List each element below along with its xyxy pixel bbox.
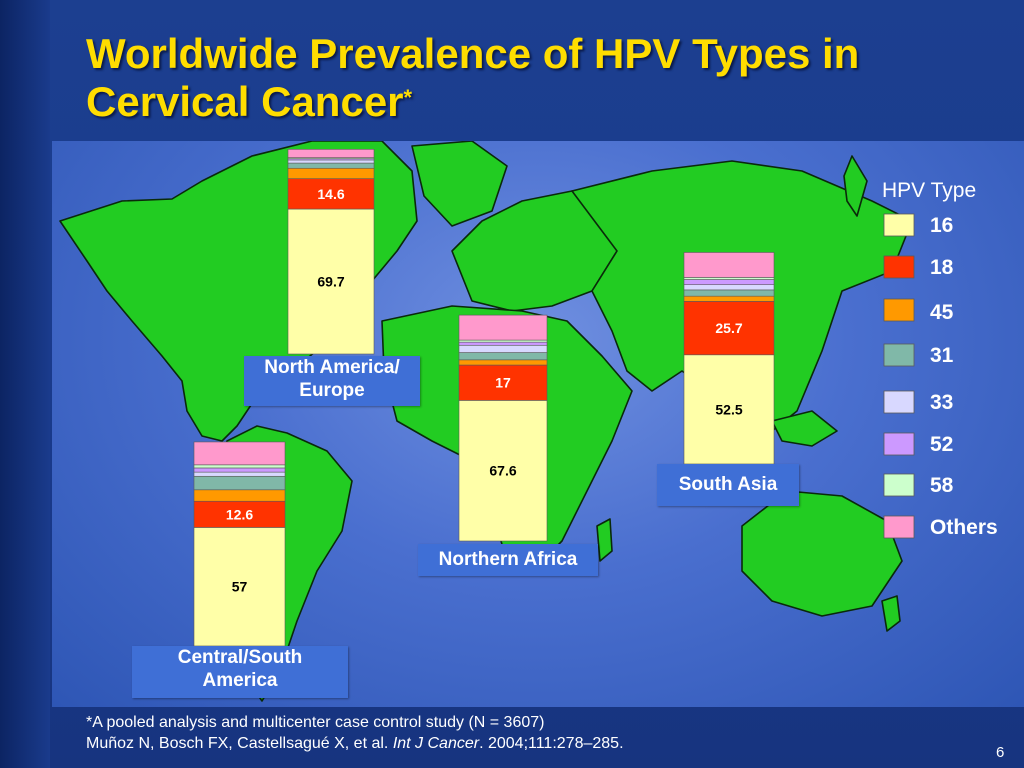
bar-stack-northern-africa: 67.6 17 [458,314,548,542]
legend-swatch-18 [883,255,915,279]
data-label-northern-africa-type-18: 17 [495,375,511,391]
bar-segment-northern-africa-type-52 [458,341,548,346]
bar-stack-south-asia: 52.5 25.7 [683,252,775,465]
bar-segment-central-south-america-type-16 [193,527,286,647]
legend-swatch-33 [883,390,915,414]
legend-label-52: 52 [930,433,954,456]
bar-segment-north-america-europe-type-33 [287,159,375,164]
footnote-study: *A pooled analysis and multicenter case … [86,714,545,731]
data-label-central-south-america-type-18: 12.6 [226,506,253,522]
page-number: 6 [996,744,1005,761]
bar-segment-northern-africa-type-31 [458,352,548,361]
region-label-line: Central/South [177,647,303,668]
bar-segment-north-america-europe-type-16 [287,208,375,355]
bar-segment-north-america-europe-type-18 [287,178,375,210]
legend-label-58: 58 [930,474,954,497]
bar-segment-south-asia-type-52 [683,279,775,286]
stacked-bars: 69.7 14.6 57 12.6 67.6 17 52.5 25.7 [193,149,775,647]
region-label-south-asia: South Asia [657,464,799,506]
left-rail [0,0,50,768]
bar-segment-north-america-europe-type-others [287,149,375,158]
map-new-zealand [881,595,901,632]
legend-swatch-45 [883,298,915,322]
region-label-line: America [202,670,278,691]
bar-segment-northern-africa-type-16 [458,400,548,542]
bar-segment-northern-africa-type-58 [458,339,548,343]
region-label-northern-africa: Northern Africa [418,544,598,576]
legend-swatch-58 [883,473,915,497]
legend-swatch-52 [883,432,915,456]
region-label-line: Northern Africa [438,549,578,570]
bar-segment-central-south-america-type-31 [193,475,286,491]
citation-journal: Int J Cancer [392,735,480,752]
bar-segment-central-south-america-type-58 [193,464,286,469]
bar-stack-north-america-europe: 69.7 14.6 [287,149,375,355]
bar-segment-south-asia-type-16 [683,354,775,465]
data-label-northern-africa-type-16: 67.6 [489,463,516,479]
region-label-north-america-europe: North America/ Europe [244,356,420,406]
data-label-south-asia-type-16: 52.5 [715,401,742,417]
legend-label-others: Others [930,516,998,539]
citation-details: . 2004;111:278–285. [479,735,624,752]
bar-segment-north-america-europe-type-45 [287,167,375,179]
legend-label-16: 16 [930,214,954,237]
bar-segment-central-south-america-type-33 [193,471,286,477]
map-australia [741,490,903,617]
bar-segment-central-south-america-type-18 [193,500,286,528]
bar-segment-northern-africa-type-others [458,314,548,341]
citation-authors: Muñoz N, Bosch FX, Castellsagué X, et al… [86,735,389,752]
bar-segment-south-asia-type-58 [683,277,775,280]
legend-swatch-16 [883,213,915,237]
footnote-citation: Muñoz N, Bosch FX, Castellsagué X, et al… [86,733,624,754]
legend-label-31: 31 [930,344,954,367]
map-greenland [411,141,508,227]
bar-segment-south-asia-type-31 [683,289,775,297]
footnote: *A pooled analysis and multicenter case … [86,712,624,754]
data-label-north-america-europe-type-16: 69.7 [317,274,344,290]
bar-segment-south-asia-type-others [683,252,775,278]
bar-segment-central-south-america-type-others [193,441,286,466]
region-label-line: South Asia [678,474,778,495]
bar-segment-central-south-america-type-45 [193,489,286,502]
data-label-south-asia-type-18: 25.7 [715,320,742,336]
title-text: Worldwide Prevalence of HPV Types in Cer… [86,30,860,125]
bar-segment-northern-africa-type-18 [458,364,548,401]
bar-stack-central-south-america: 57 12.6 [193,441,286,647]
legend-swatch-31 [883,343,915,367]
legend-title: HPV Type [882,179,977,202]
map-southeast-asia [771,410,838,447]
slide-title: Worldwide Prevalence of HPV Types in Cer… [86,30,1006,126]
region-label-line: North America/ [264,357,400,378]
legend-swatch-others [883,515,915,539]
bar-segment-northern-africa-type-33 [458,344,548,353]
title-footnote-mark: * [403,85,413,110]
legend-swatches [883,213,915,539]
data-label-north-america-europe-type-18: 14.6 [317,186,344,202]
bar-segment-north-america-europe-type-31 [287,162,375,169]
legend-label-33: 33 [930,391,954,414]
legend-label-45: 45 [930,301,954,324]
region-label-line: Europe [299,380,365,401]
map-madagascar [596,518,613,562]
bar-segment-south-asia-type-33 [683,284,775,291]
legend-label-18: 18 [930,256,954,279]
map-japan [843,155,868,217]
bar-segment-south-asia-type-45 [683,295,775,302]
region-label-central-south-america: Central/South America [132,646,348,698]
bar-segment-central-south-america-type-52 [193,467,286,473]
bar-segment-northern-africa-type-45 [458,359,548,366]
data-label-central-south-america-type-16: 57 [232,579,248,595]
